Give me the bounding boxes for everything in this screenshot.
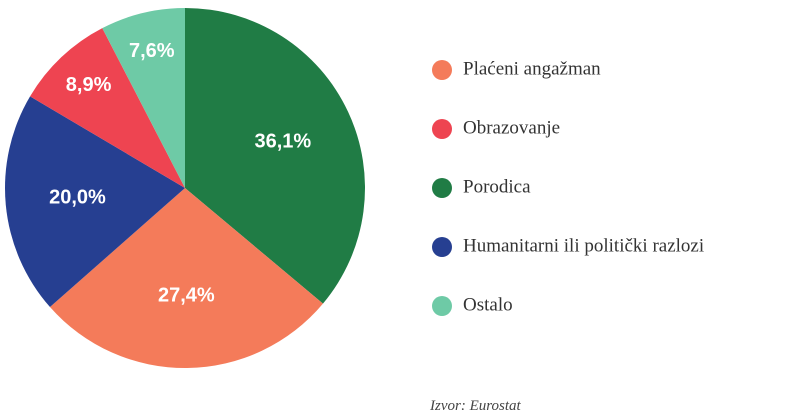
legend-label: Ostalo — [463, 294, 513, 315]
pie-slice — [185, 8, 366, 304]
legend-label: Porodica — [463, 176, 531, 197]
data-label: 36,1% — [255, 131, 312, 153]
pie-slice — [5, 96, 185, 308]
legend-label: Plaćeni angažman — [463, 58, 601, 79]
legend-swatch — [432, 119, 452, 139]
data-label: 27,4% — [158, 284, 215, 306]
pie-slice — [49, 188, 323, 368]
pie-slice — [30, 28, 185, 189]
legend-swatch — [432, 60, 452, 80]
data-label: 8,9% — [66, 74, 112, 96]
legend-swatch — [432, 237, 452, 257]
pie-slice — [102, 8, 185, 188]
legend-swatch — [432, 296, 452, 316]
legend-label: Humanitarni ili politički razlozi — [463, 235, 704, 256]
data-label: 7,6% — [129, 40, 175, 62]
legend-swatch — [432, 178, 452, 198]
legend-label: Obrazovanje — [463, 117, 560, 138]
source: Izvor: Eurostat — [429, 398, 522, 414]
data-label: 20,0% — [49, 186, 106, 208]
